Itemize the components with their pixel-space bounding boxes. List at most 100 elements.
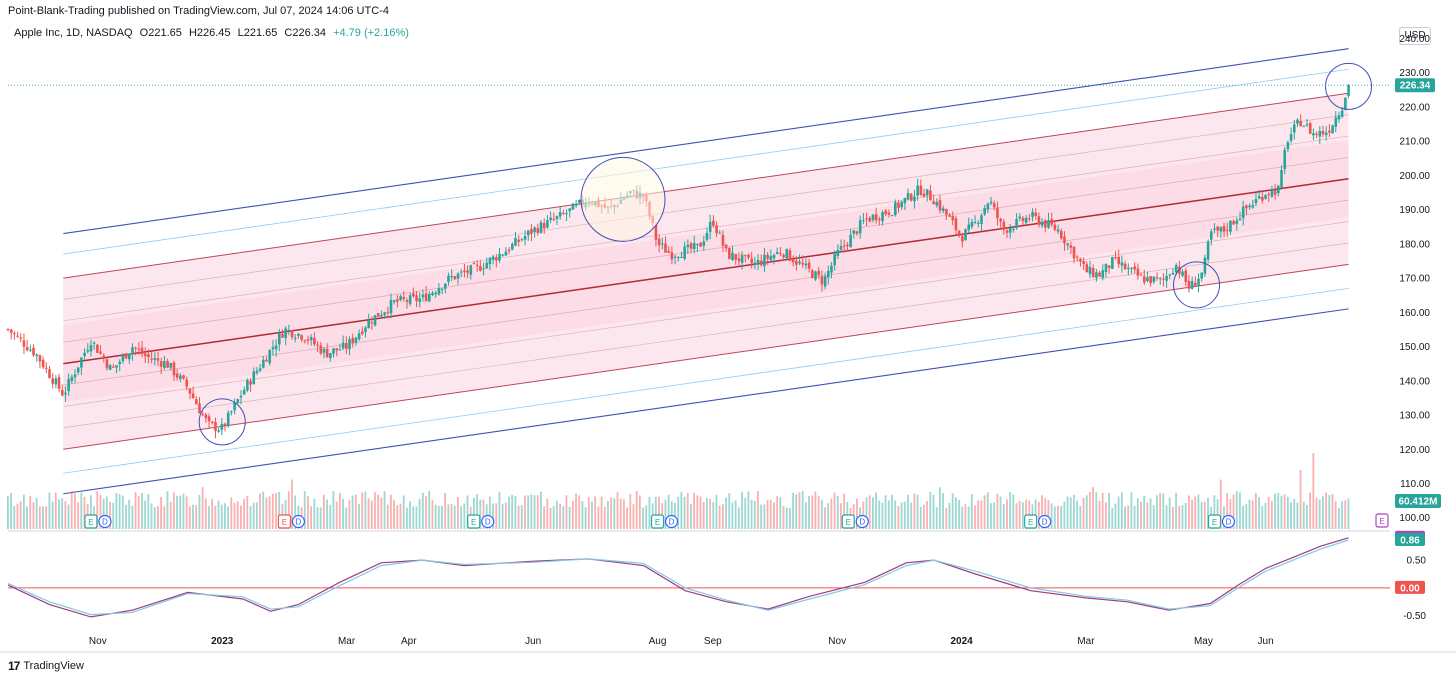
- candle-body: [431, 292, 434, 295]
- candle-body: [1197, 278, 1200, 286]
- volume-bar: [198, 494, 201, 529]
- candle-body: [472, 263, 476, 265]
- currency-button[interactable]: USD: [1399, 27, 1431, 45]
- candle-body: [759, 260, 763, 265]
- volume-bar: [705, 497, 708, 529]
- candle-body: [262, 359, 265, 368]
- candle-body: [897, 202, 900, 208]
- volume-bar: [766, 500, 769, 529]
- volume-bar: [868, 495, 871, 529]
- candle-body: [1235, 220, 1239, 224]
- candle-body: [48, 369, 51, 378]
- candle-body: [6, 329, 10, 331]
- volume-bar: [884, 495, 887, 529]
- candle-body: [38, 355, 42, 362]
- volume-bar: [390, 494, 392, 529]
- earnings-box: [1024, 514, 1038, 529]
- volume-bar: [597, 506, 600, 529]
- volume-bar: [1187, 495, 1190, 529]
- dividend-label: D: [485, 518, 491, 527]
- volume-bar: [77, 502, 80, 529]
- candle-body: [392, 300, 396, 303]
- candle-body: [801, 262, 805, 265]
- volume-bar: [1002, 504, 1005, 529]
- volume-bar: [945, 507, 948, 529]
- candle-body: [1194, 282, 1197, 286]
- volume-bar: [1012, 494, 1015, 529]
- volume-bar: [741, 491, 743, 529]
- candle-body: [1209, 231, 1213, 240]
- candle-body: [839, 246, 843, 250]
- candle-body: [1312, 133, 1315, 136]
- candle-body: [676, 257, 680, 259]
- candle-body: [300, 335, 303, 340]
- candle-body: [1292, 124, 1296, 133]
- change-value: +4.79 (+2.16%): [333, 27, 409, 39]
- volume-bar: [418, 498, 421, 529]
- candle-body: [443, 283, 447, 289]
- volume-bar: [252, 502, 255, 529]
- candle-body: [919, 185, 923, 195]
- candle-body: [428, 293, 431, 302]
- candle-body: [724, 244, 728, 249]
- candle-body: [574, 203, 578, 206]
- volume-bar: [1270, 500, 1273, 529]
- volume-bar: [900, 502, 903, 529]
- candle-body: [1184, 270, 1188, 282]
- candle-body: [568, 208, 572, 212]
- candle-body: [268, 349, 272, 364]
- volume-bar: [335, 501, 338, 529]
- volume-bar: [508, 496, 510, 529]
- time-tick: Sep: [704, 636, 722, 647]
- volume-bar: [316, 507, 319, 529]
- volume-bar: [342, 498, 344, 529]
- tradingview-footer[interactable]: 17 TradingView: [8, 659, 84, 673]
- candle-body: [817, 270, 821, 276]
- volume-bar: [163, 506, 166, 529]
- candle-body: [855, 231, 859, 234]
- symbol-name[interactable]: Apple Inc, 1D, NASDAQ: [14, 27, 133, 39]
- volume-bar: [1079, 506, 1082, 529]
- candle-body: [41, 359, 45, 368]
- volume-bar: [83, 496, 86, 529]
- candle-body: [1257, 196, 1261, 199]
- volume-bar: [26, 506, 28, 529]
- volume-bar: [428, 491, 431, 529]
- candle-body: [13, 333, 16, 335]
- volume-bar: [224, 503, 226, 529]
- volume-bar: [326, 499, 328, 529]
- volume-bar: [313, 498, 316, 529]
- volume-bar: [1178, 505, 1181, 529]
- candle-body: [150, 358, 153, 360]
- candle-body: [351, 337, 355, 344]
- candle-body: [1136, 268, 1140, 276]
- candle-body: [131, 347, 134, 355]
- time-tick: Mar: [338, 636, 356, 647]
- volume-bar: [1341, 501, 1343, 529]
- candle-body: [1069, 245, 1073, 248]
- volume-bar: [501, 503, 504, 529]
- candle-body: [673, 256, 677, 258]
- volume-bar: [520, 505, 523, 529]
- volume-bar: [109, 501, 111, 529]
- volume-bar: [42, 506, 44, 529]
- volume-bar: [632, 504, 635, 529]
- volume-bar: [677, 496, 680, 529]
- candle-body: [871, 214, 875, 221]
- candle-body: [456, 273, 460, 279]
- volume-bar: [1021, 502, 1024, 529]
- candle-body: [19, 337, 23, 339]
- volume-bar: [1197, 494, 1200, 529]
- volume-bar: [338, 493, 341, 529]
- volume-bar: [575, 493, 577, 529]
- candle-body: [999, 218, 1002, 222]
- candle-body: [1181, 271, 1184, 276]
- earnings-box: [1207, 514, 1222, 529]
- candle-body: [734, 254, 738, 260]
- candle-body: [1251, 205, 1255, 208]
- candle-body: [1315, 133, 1318, 135]
- candle-body: [507, 249, 511, 252]
- volume-bar: [121, 495, 124, 529]
- volume-bar: [1025, 499, 1027, 529]
